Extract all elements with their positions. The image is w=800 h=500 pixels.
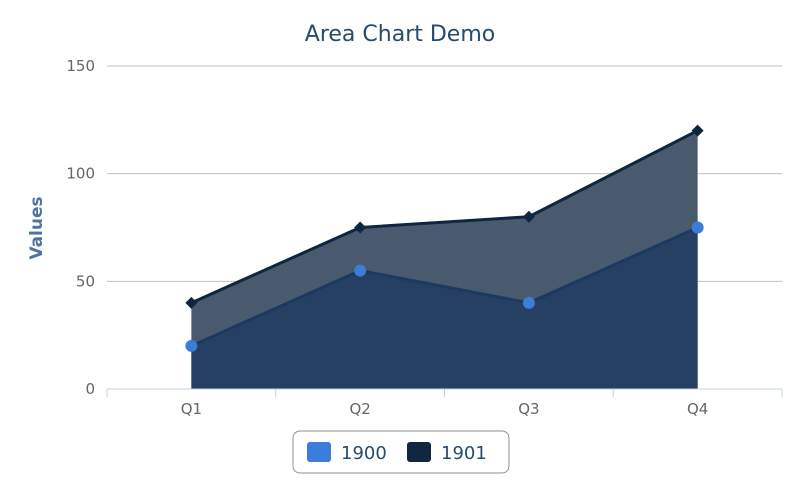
legend-swatch-1900[interactable]	[307, 442, 331, 462]
point-1900-Q4[interactable]	[691, 221, 704, 234]
legend[interactable]: 1900 1901	[292, 430, 510, 474]
series-markers	[185, 124, 704, 352]
y-tick-label: 150	[66, 57, 95, 75]
legend-label-1900[interactable]: 1900	[341, 443, 387, 464]
point-1900-Q3[interactable]	[522, 296, 535, 309]
legend-swatch-1901[interactable]	[407, 442, 431, 462]
line-series-1901	[190, 129, 699, 305]
y-tick-label: 100	[66, 165, 95, 183]
point-1901-Q1[interactable]	[185, 296, 198, 309]
point-1900-Q1[interactable]	[185, 339, 198, 352]
point-1901-Q2[interactable]	[354, 221, 367, 234]
x-tick-label: Q2	[349, 400, 370, 418]
y-tick-label: 50	[76, 272, 95, 290]
y-axis-label: Values	[27, 196, 47, 259]
legend-box	[292, 430, 510, 474]
point-1900-Q2[interactable]	[354, 264, 367, 277]
x-tick-label: Q1	[181, 400, 202, 418]
chart-title: Area Chart Demo	[305, 22, 495, 47]
axes: 0 50 100 150 Q1 Q2 Q3 Q4	[66, 57, 783, 418]
area-series-1900	[191, 227, 698, 389]
series-lines	[190, 129, 699, 348]
legend-label-1901[interactable]: 1901	[441, 443, 487, 464]
x-tick-label: Q4	[687, 400, 708, 418]
point-1901-Q3[interactable]	[522, 210, 535, 223]
x-tick-label: Q3	[518, 400, 539, 418]
line-series-1900	[190, 226, 699, 348]
y-tick-label: 0	[85, 380, 95, 398]
point-1901-Q4[interactable]	[691, 124, 704, 137]
